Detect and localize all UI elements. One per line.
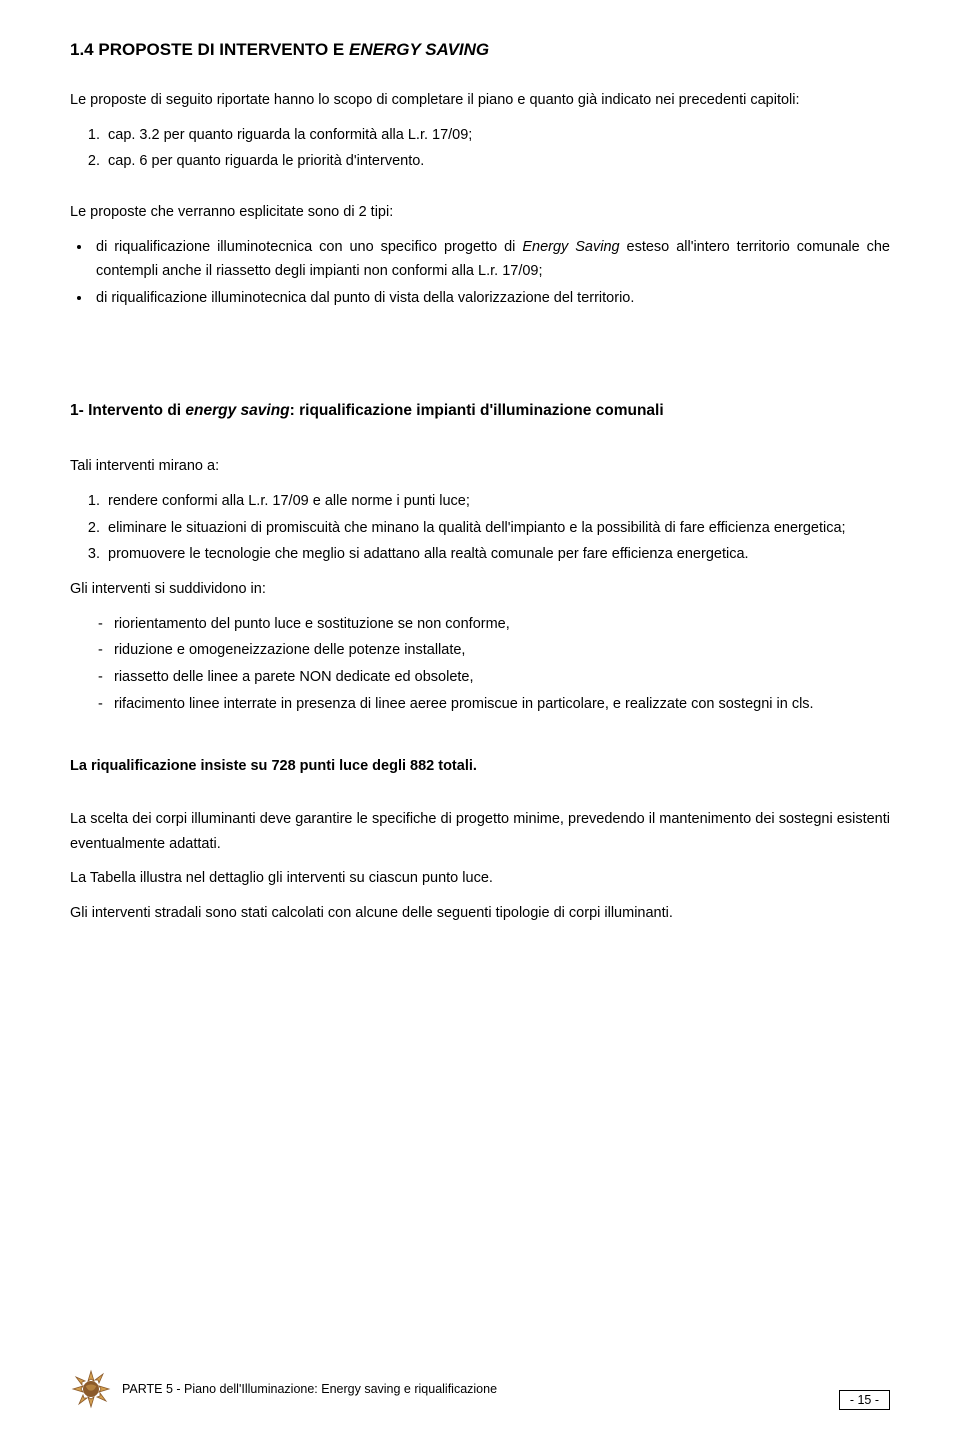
- suddivisione-intro: Gli interventi si suddividono in:: [70, 577, 890, 602]
- sun-icon: [70, 1368, 112, 1410]
- closing-para: La Tabella illustra nel dettaglio gli in…: [70, 866, 890, 891]
- list-item: di riqualificazione illuminotecnica dal …: [92, 286, 890, 311]
- list-item: rendere conformi alla L.r. 17/09 e alle …: [104, 489, 890, 514]
- list-item: riassetto delle linee a parete NON dedic…: [98, 665, 890, 690]
- closing-para: La scelta dei corpi illuminanti deve gar…: [70, 807, 890, 856]
- subheading-suffix: : riqualificazione impianti d'illuminazi…: [290, 402, 664, 419]
- subheading-italic: energy saving: [185, 402, 289, 419]
- list-item: riduzione e omogeneizzazione delle poten…: [98, 638, 890, 663]
- sub-heading: 1- Intervento di energy saving: riqualif…: [70, 402, 890, 420]
- proposte-intro: Le proposte che verranno esplicitate son…: [70, 200, 890, 225]
- interventi-numbered-list: rendere conformi alla L.r. 17/09 e alle …: [70, 489, 890, 567]
- section-title-italic: ENERGY SAVING: [349, 40, 489, 59]
- bullet-text-pre: di riqualificazione illuminotecnica con …: [96, 239, 522, 255]
- interventi-intro: Tali interventi mirano a:: [70, 454, 890, 479]
- footer-page-number: - 15 -: [839, 1390, 890, 1410]
- document-page: 1.4 PROPOSTE DI INTERVENTO E ENERGY SAVI…: [0, 0, 960, 1434]
- list-item: promuovere le tecnologie che meglio si a…: [104, 542, 890, 567]
- list-item: di riqualificazione illuminotecnica con …: [92, 235, 890, 284]
- subheading-prefix: 1- Intervento di: [70, 402, 185, 419]
- list-item: cap. 3.2 per quanto riguarda la conformi…: [104, 123, 890, 148]
- riqualificazione-bold-line: La riqualificazione insiste su 728 punti…: [70, 754, 890, 779]
- closing-para: Gli interventi stradali sono stati calco…: [70, 901, 890, 926]
- intro-numbered-list: cap. 3.2 per quanto riguarda la conformi…: [70, 123, 890, 174]
- list-item: cap. 6 per quanto riguarda le priorità d…: [104, 149, 890, 174]
- page-footer: PARTE 5 - Piano dell'Illuminazione: Ener…: [70, 1368, 890, 1410]
- footer-text: PARTE 5 - Piano dell'Illuminazione: Ener…: [122, 1382, 497, 1396]
- intro-paragraph: Le proposte di seguito riportate hanno l…: [70, 88, 890, 113]
- list-item: rifacimento linee interrate in presenza …: [98, 692, 890, 717]
- list-item: eliminare le situazioni di promiscuità c…: [104, 516, 890, 541]
- bullet-text-italic: Energy Saving: [522, 239, 619, 255]
- list-item: riorientamento del punto luce e sostituz…: [98, 612, 890, 637]
- footer-left: PARTE 5 - Piano dell'Illuminazione: Ener…: [70, 1368, 497, 1410]
- section-title: 1.4 PROPOSTE DI INTERVENTO E ENERGY SAVI…: [70, 40, 890, 60]
- proposte-bullet-list: di riqualificazione illuminotecnica con …: [70, 235, 890, 311]
- suddivisione-dashed-list: riorientamento del punto luce e sostituz…: [70, 612, 890, 717]
- section-title-text: 1.4 PROPOSTE DI INTERVENTO E: [70, 40, 349, 59]
